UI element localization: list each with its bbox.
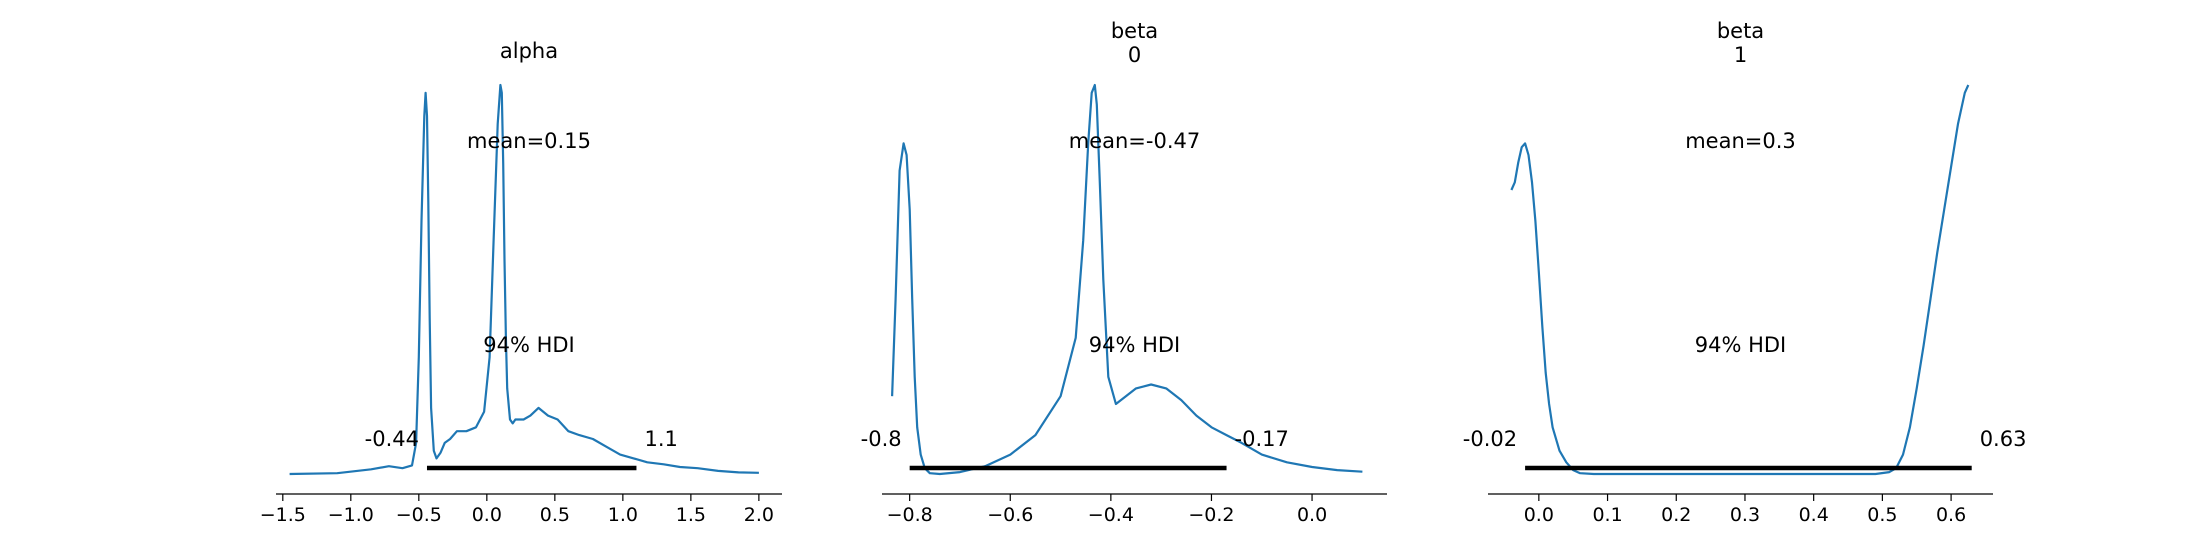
- panel-title: 1: [1734, 43, 1747, 67]
- x-tick-label: 0.0: [1297, 504, 1327, 526]
- hdi-label: 94% HDI: [1695, 333, 1787, 357]
- x-tick-label: −1.0: [328, 504, 374, 526]
- panel-title: 0: [1128, 43, 1141, 67]
- x-tick-label: −0.8: [887, 504, 933, 526]
- panel-title: alpha: [500, 39, 558, 63]
- x-tick-label: 0.0: [472, 504, 502, 526]
- x-tick-label: 1.5: [676, 504, 706, 526]
- x-tick-label: 0.5: [1867, 504, 1897, 526]
- x-tick-label: −0.2: [1188, 504, 1234, 526]
- density-line: [1510, 84, 1970, 476]
- hdi-label: 94% HDI: [1089, 333, 1181, 357]
- hdi-low-label: -0.02: [1463, 427, 1517, 451]
- posterior-panel-0: alpha mean=0.15 94% HDI -0.44 1.1 −1.5 −1.0 −0.…: [260, 39, 782, 526]
- x-tick-label: −0.4: [1088, 504, 1134, 526]
- x-tick-label: 0.5: [540, 504, 570, 526]
- x-tick-label: 0.0: [1524, 504, 1554, 526]
- mean-label: mean=-0.47: [1069, 129, 1201, 153]
- x-tick-label: −0.6: [987, 504, 1033, 526]
- hdi-low-label: -0.8: [861, 427, 902, 451]
- x-tick-label: 0.3: [1730, 504, 1760, 526]
- panel-title: beta: [1111, 19, 1158, 43]
- mean-label: mean=0.15: [467, 129, 591, 153]
- hdi-label: 94% HDI: [483, 333, 575, 357]
- x-tick-label: 1.0: [608, 504, 638, 526]
- x-tick-label: 0.4: [1799, 504, 1829, 526]
- hdi-high-label: 1.1: [644, 427, 677, 451]
- x-tick-label: −1.5: [260, 504, 306, 526]
- density-line: [891, 83, 1363, 476]
- hdi-low-label: -0.44: [365, 427, 419, 451]
- hdi-high-label: -0.17: [1235, 427, 1289, 451]
- x-tick-label: 0.6: [1936, 504, 1966, 526]
- x-tick-label: −0.5: [396, 504, 442, 526]
- mean-label: mean=0.3: [1685, 129, 1796, 153]
- x-tick-label: 0.1: [1592, 504, 1622, 526]
- x-tick-label: 2.0: [744, 504, 774, 526]
- panel-title: beta: [1717, 19, 1764, 43]
- x-tick-label: 0.2: [1661, 504, 1691, 526]
- hdi-high-label: 0.63: [1980, 427, 2027, 451]
- density-line: [289, 83, 759, 476]
